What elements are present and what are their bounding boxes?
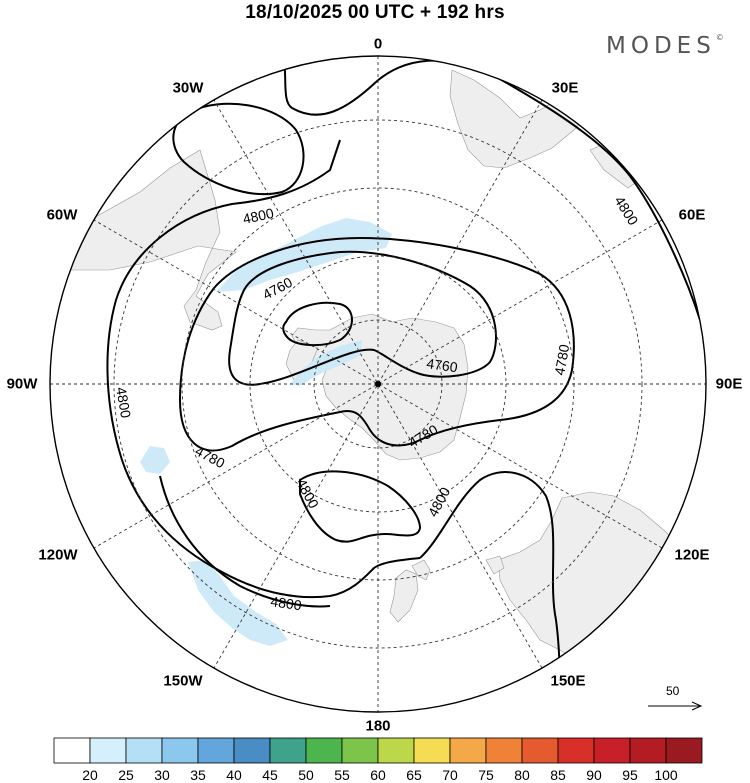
- wind-reference-value: 50: [666, 684, 680, 698]
- colorbar-swatch: [197, 737, 235, 764]
- map-disc: [50, 56, 706, 712]
- contour-4800-west: [106, 139, 421, 599]
- contour-label: 4800: [293, 476, 322, 511]
- colorbar-swatch: [485, 737, 523, 764]
- contour-label: 4780: [193, 443, 228, 472]
- contour-label: 4800: [611, 193, 641, 228]
- land-masses: [50, 69, 701, 677]
- colorbar-tick-label: 40: [226, 767, 242, 783]
- lon-label-120e: 120E: [674, 546, 710, 564]
- colorbar-swatch: [629, 737, 667, 764]
- lon-label-30w: 30W: [172, 79, 204, 97]
- jet-pacific-east: [140, 446, 170, 474]
- colorbar-swatch: [269, 737, 307, 764]
- lon-label-180: 180: [365, 717, 391, 735]
- colorbar-tick-label: 100: [654, 767, 678, 783]
- colorbar-tick-label: 20: [82, 767, 98, 783]
- contour-label: 4800: [425, 484, 454, 519]
- colorbar-tick-label: 50: [298, 767, 314, 783]
- map-title: 18/10/2025 00 UTC + 192 hrs: [245, 2, 505, 23]
- colorbar-tick-label: 25: [118, 767, 134, 783]
- contour-4800-east: [419, 471, 561, 711]
- tasmania: [485, 555, 505, 575]
- colorbar-swatch: [413, 737, 451, 764]
- lon-label-60w: 60W: [46, 206, 78, 224]
- contour-label: 4800: [113, 386, 134, 420]
- colorbar-tick-label: 65: [406, 767, 422, 783]
- contour-4800-north: [279, 56, 701, 321]
- south-america: [50, 149, 237, 331]
- colorbar: [53, 737, 703, 764]
- lon-label-90e: 90E: [715, 375, 743, 393]
- pole-marker: [375, 381, 381, 387]
- meridian-120e-60w: [93, 219, 663, 549]
- colorbar-tick-label: 60: [370, 767, 386, 783]
- colorbar-swatch: [305, 737, 343, 764]
- colorbar-swatch: [125, 737, 163, 764]
- jet-pacific-south: [188, 560, 288, 646]
- colorbar-swatch: [89, 737, 127, 764]
- meridian-150e-30w: [213, 99, 543, 669]
- colorbar-tick-label: 80: [514, 767, 530, 783]
- copyright-mark: ©: [715, 33, 724, 42]
- colorbar-tick-label: 45: [262, 767, 278, 783]
- colorbar-swatch: [557, 737, 595, 764]
- colorbar-swatch: [233, 737, 271, 764]
- new-zealand-north: [411, 559, 431, 581]
- colorbar-tick-label: 75: [478, 767, 494, 783]
- lon-label-150e: 150E: [550, 672, 586, 690]
- colorbar-tick-label: 95: [622, 767, 638, 783]
- contour-label: 4800: [241, 205, 275, 227]
- colorbar-tick-label: 90: [586, 767, 602, 783]
- contour-4760: [228, 250, 497, 386]
- colorbar-tick-label: 55: [334, 767, 350, 783]
- contour-4780: [178, 236, 575, 452]
- meridian-60e-120w: [93, 219, 663, 549]
- colorbar-swatch: [593, 737, 631, 764]
- wind-shading: [140, 218, 392, 646]
- lon-label-90w: 90W: [6, 375, 38, 393]
- colorbar-swatch: [665, 737, 703, 764]
- colorbar-swatch: [521, 737, 559, 764]
- modes-logo: MODES©: [606, 33, 724, 59]
- map-boundary: [49, 55, 707, 713]
- colorbar-tick-label: 85: [550, 767, 566, 783]
- contour-label: 4760: [426, 355, 459, 375]
- lon-label-60e: 60E: [678, 206, 706, 224]
- lon-label-120w: 120W: [38, 546, 78, 564]
- meridian-30e-150w: [213, 99, 543, 669]
- contour-label: 4800: [270, 593, 303, 613]
- colorbar-swatch: [377, 737, 415, 764]
- latitude-circle-4: [113, 119, 643, 649]
- contour-4800-south-arc: [159, 475, 331, 608]
- contour-4800-south: [299, 470, 422, 543]
- colorbar-swatch: [53, 737, 91, 764]
- contour-closed-high-30w: [172, 102, 305, 196]
- colorbar-swatch: [449, 737, 487, 764]
- colorbar-swatch: [341, 737, 379, 764]
- colorbar-tick-label: 70: [442, 767, 458, 783]
- contour-closed-low: [282, 301, 353, 346]
- contour-label: 4780: [551, 343, 572, 377]
- logo-text: MODES: [606, 33, 716, 59]
- colorbar-swatch: [161, 737, 199, 764]
- lon-label-150w: 150W: [163, 672, 203, 690]
- graticule: [50, 56, 706, 712]
- colorbar-tick-label: 35: [190, 767, 206, 783]
- colorbar-tick-label: 30: [154, 767, 170, 783]
- australia: [497, 491, 701, 677]
- lon-label-30e: 30E: [551, 79, 579, 97]
- new-zealand: [389, 569, 419, 623]
- lon-label-0: 0: [373, 35, 383, 53]
- wind-reference-arrow: [648, 701, 703, 711]
